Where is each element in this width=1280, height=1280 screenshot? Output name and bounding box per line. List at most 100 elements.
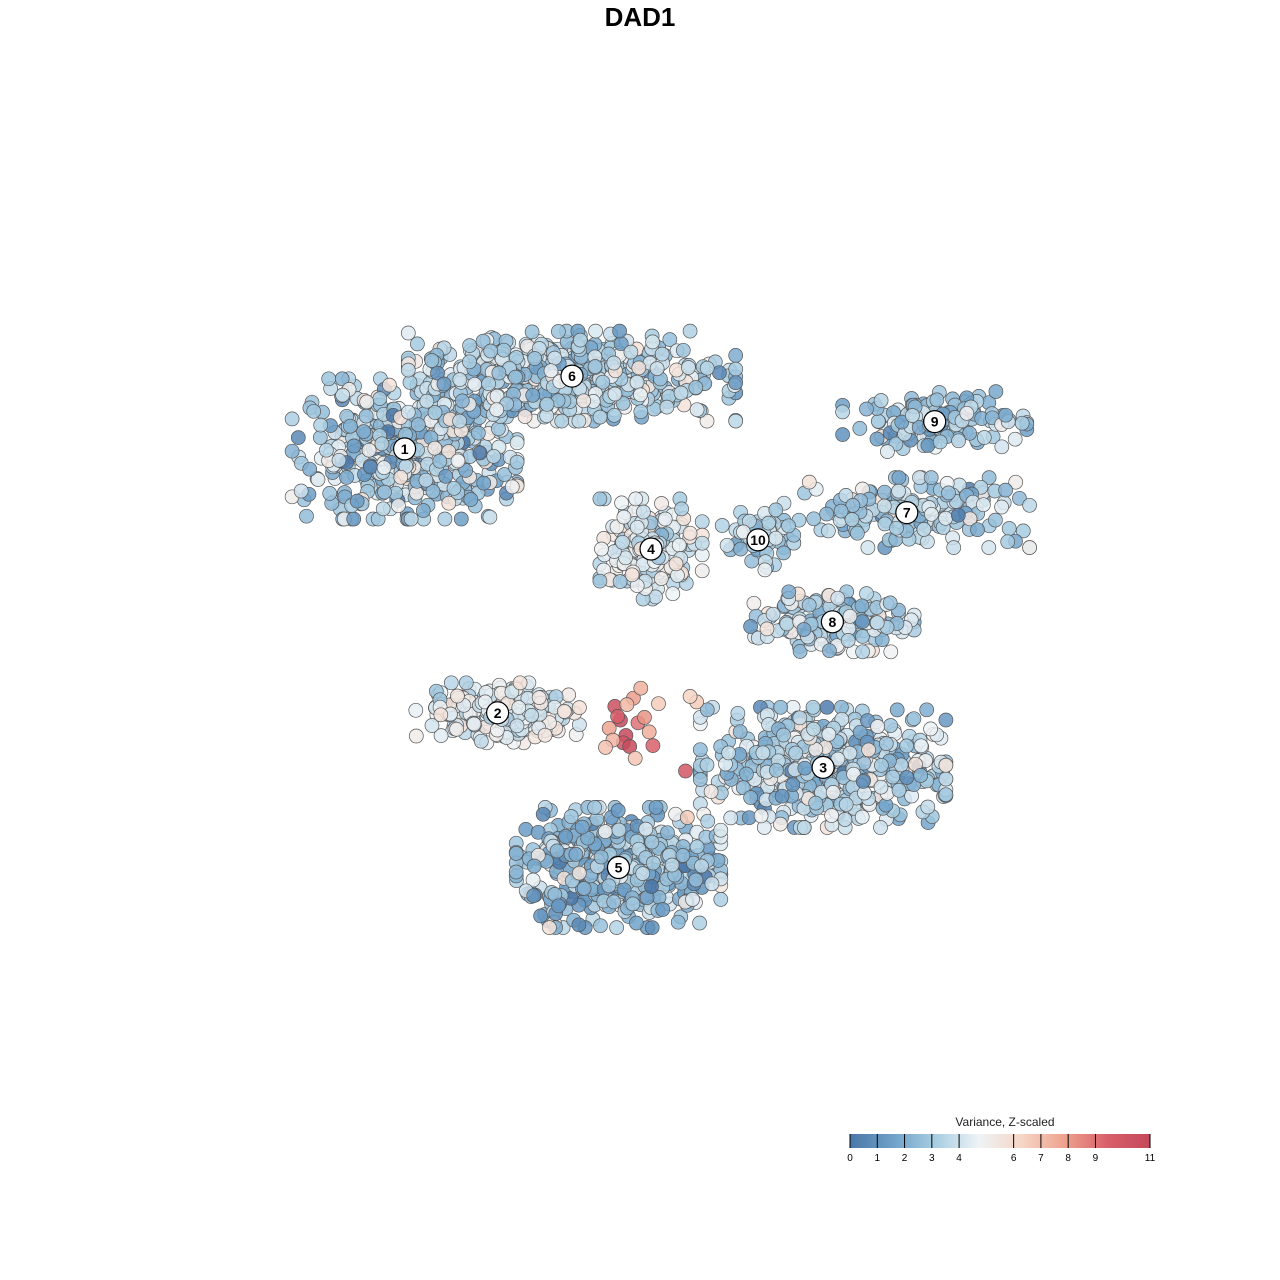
data-point-cluster-8 xyxy=(840,633,856,648)
data-point-cluster-3 xyxy=(861,742,876,758)
data-point-cluster-6 xyxy=(410,336,425,352)
data-point-cluster-6 xyxy=(595,374,611,390)
data-point-cluster-3 xyxy=(913,768,929,783)
data-point-cluster-1 xyxy=(335,387,350,403)
data-point-cluster-5 xyxy=(611,822,627,838)
data-point-cluster-8 xyxy=(801,597,817,613)
data-point-cluster-7 xyxy=(850,525,865,541)
data-point-cluster-7 xyxy=(981,470,997,485)
data-point-cluster-2 xyxy=(443,675,459,691)
data-point-cluster-4 xyxy=(694,563,710,579)
data-point-cluster-3 xyxy=(699,757,715,773)
cluster-label-2: 2 xyxy=(486,701,510,725)
data-point-cluster-7 xyxy=(1022,497,1037,513)
data-point-cluster-7 xyxy=(920,534,935,550)
data-point-cluster-3 xyxy=(873,779,889,795)
data-point-cluster-1 xyxy=(310,472,326,487)
data-point-cluster-1 xyxy=(437,511,453,527)
data-point-cluster-6 xyxy=(491,365,507,381)
data-point-cluster-7 xyxy=(1022,540,1037,555)
data-point-cluster-1 xyxy=(450,453,466,469)
data-point-cluster-9 xyxy=(894,414,910,430)
data-point-cluster-4 xyxy=(668,556,684,572)
data-point-cluster-4 xyxy=(616,509,632,525)
cluster-label-4: 4 xyxy=(639,537,663,561)
data-point-cluster-5 xyxy=(587,800,602,815)
data-point-cluster-1 xyxy=(403,511,419,527)
data-point-cluster-5 xyxy=(655,902,671,917)
data-point-cluster-1 xyxy=(359,394,375,410)
data-point-cluster-6 xyxy=(454,393,470,409)
data-point-cluster-10 xyxy=(768,530,784,546)
colorbar-tick-label: 4 xyxy=(956,1153,962,1164)
colorbar-tick-label: 7 xyxy=(1038,1153,1044,1164)
data-point-cluster-5 xyxy=(593,849,609,865)
data-point-cluster-4 xyxy=(615,534,630,550)
chart-title: DAD1 xyxy=(604,2,676,32)
data-point-cluster-6 xyxy=(452,372,468,387)
data-point-cluster-9 xyxy=(880,444,895,459)
data-point-cluster-1 xyxy=(356,424,372,439)
data-point-cluster-6 xyxy=(688,380,704,395)
data-point-cluster-1 xyxy=(306,403,322,419)
data-point-cluster-5 xyxy=(692,915,707,931)
data-point-cluster-3 xyxy=(938,771,954,787)
data-point-cluster-3 xyxy=(743,790,758,805)
data-point-cluster-6 xyxy=(400,362,416,378)
data-point-cluster-6 xyxy=(462,338,477,353)
data-point-cluster-5 xyxy=(644,920,660,935)
data-point-cluster-1 xyxy=(438,468,454,484)
data-point-cluster-4 xyxy=(671,537,687,553)
data-point-cluster-6 xyxy=(728,348,744,363)
data-point-cluster-8 xyxy=(759,621,775,637)
data-point-cluster-1 xyxy=(319,442,334,458)
data-point-high xyxy=(682,689,698,704)
data-point-cluster-5 xyxy=(576,881,592,896)
data-point-cluster-5 xyxy=(542,920,557,935)
data-point-cluster-1 xyxy=(376,460,392,476)
cluster-label-3: 3 xyxy=(811,755,835,780)
data-point-cluster-2 xyxy=(424,718,440,733)
data-point-cluster-6 xyxy=(572,332,588,348)
data-point-cluster-6 xyxy=(675,342,691,358)
data-point-cluster-10 xyxy=(776,545,791,561)
data-point-cluster-4 xyxy=(592,573,608,589)
data-point-high xyxy=(610,709,625,724)
data-point-cluster-4 xyxy=(682,525,698,541)
data-point-cluster-3 xyxy=(938,787,954,803)
data-point-cluster-7 xyxy=(845,498,861,513)
data-point-cluster-3 xyxy=(806,721,821,737)
data-point-cluster-8 xyxy=(781,584,797,600)
data-point-cluster-2 xyxy=(556,704,572,719)
data-point-cluster-3 xyxy=(739,766,754,782)
cluster-label-8: 8 xyxy=(820,610,845,634)
data-point-cluster-5 xyxy=(526,858,542,874)
data-point-cluster-5 xyxy=(610,803,626,818)
data-point-cluster-1 xyxy=(322,486,338,501)
data-point-cluster-5 xyxy=(593,918,608,934)
data-point-cluster-3 xyxy=(878,736,894,751)
data-point-cluster-7 xyxy=(988,512,1003,528)
data-point-cluster-1 xyxy=(391,498,406,514)
data-point-cluster-1 xyxy=(299,508,314,524)
data-point-cluster-1 xyxy=(509,435,525,451)
data-point-cluster-6 xyxy=(524,324,540,340)
data-point-cluster-6 xyxy=(467,376,483,392)
data-point-cluster-6 xyxy=(662,332,678,347)
data-point-cluster-7 xyxy=(1015,523,1031,539)
colorbar-tick-label: 9 xyxy=(1093,1153,1099,1164)
data-point-cluster-5 xyxy=(638,821,654,837)
data-point-cluster-2 xyxy=(512,675,528,691)
data-point-cluster-3 xyxy=(797,760,813,776)
data-point-cluster-1 xyxy=(425,484,441,499)
data-point-high xyxy=(678,763,693,779)
data-point-high xyxy=(598,740,613,755)
data-point-cluster-1 xyxy=(346,438,362,454)
data-point-cluster-7 xyxy=(938,510,953,526)
data-point-cluster-2 xyxy=(531,690,547,705)
data-point-cluster-5 xyxy=(713,822,729,838)
data-point-cluster-5 xyxy=(704,876,720,892)
data-point-cluster-9 xyxy=(905,408,920,423)
colorbar-gradient xyxy=(850,1134,1150,1148)
